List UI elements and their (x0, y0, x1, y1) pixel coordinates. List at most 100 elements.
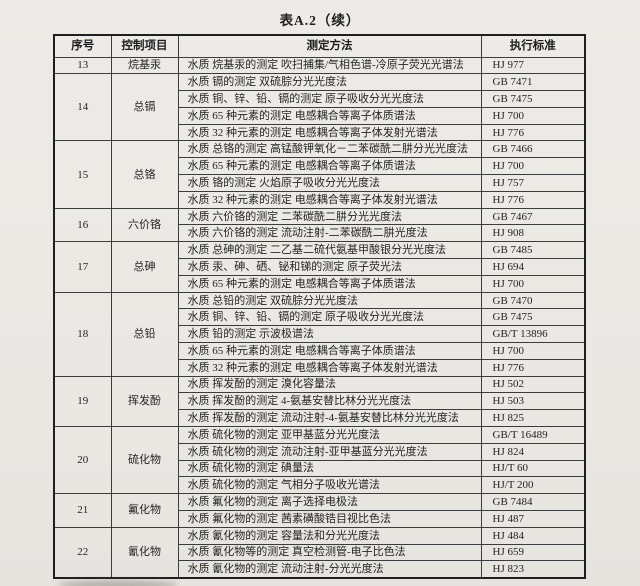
table-row: 水质 氰化物等的测定 真空检测管-电子比色法 HJ 659 (54, 543, 586, 562)
serial-cell: 13 (53, 56, 112, 75)
column-header-method: 测定方法 (177, 34, 482, 58)
table-row: 19 挥发酚 水质 挥发酚的测定 溴化容量法 HJ 502 (53, 375, 586, 428)
table-row: 18 总铅 水质 总铅的测定 双硫腙分光光度法 GB 7470 (53, 291, 586, 377)
method-cell: 水质 汞、砷、硒、铋和锑的测定 原子荧光法 (177, 258, 482, 276)
standard-cell: HJ 700 (480, 157, 586, 176)
standard-cell: HJ 659 (480, 543, 586, 562)
standard-cell: HJ 776 (480, 123, 586, 142)
standard-cell: HJ 823 (480, 560, 586, 579)
method-cell: 水质 六价铬的测定 流动注射-二苯碳酰二肼光度法 (177, 224, 482, 243)
standard-cell: GB/T 13896 (480, 325, 586, 344)
method-cell: 水质 32 种元素的测定 电感耦合等离子体发射光谱法 (177, 190, 482, 209)
serial-cell: 18 (53, 291, 112, 377)
method-cell: 水质 65 种元素的测定 电感耦合等离子体质谱法 (177, 106, 482, 125)
table-row: 水质 铬的测定 火焰原子吸收分光光度法 HJ 757 (54, 174, 586, 192)
standard-cell: HJ 776 (480, 358, 586, 377)
table-row: 15 总铬 水质 总铬的测定 高锰酸钾氧化－二苯碳酰二肼分光光度法 GB 7466 (53, 140, 586, 209)
control-item-cell: 烷基汞 (110, 56, 179, 75)
scan-smudge-artifact (58, 580, 178, 586)
standard-cell: GB 7475 (480, 90, 586, 108)
serial-cell: 20 (53, 426, 112, 495)
table-row: 水质 65 种元素的测定 电感耦合等离子体质谱法 HJ 700 (54, 274, 586, 293)
standard-cell: GB 7475 (480, 308, 586, 327)
method-cell: 水质 挥发酚的测定 流动注射-4-氨基安替比林分光光度法 (177, 409, 482, 428)
table-row: 水质 硫化物的测定 碘量法 HJ/T 60 (54, 459, 586, 478)
standard-cell: HJ 908 (480, 224, 586, 243)
standard-cell: GB 7467 (480, 207, 586, 226)
serial-cell: 15 (53, 140, 112, 209)
serial-cell: 19 (53, 375, 112, 428)
table-row: 22 氰化物 水质 氰化物的测定 容量法和分光光度法 HJ 484 (53, 526, 586, 579)
serial-cell: 14 (53, 73, 112, 142)
table-title: 表A.2（续） (279, 13, 361, 28)
standard-cell: HJ 825 (480, 409, 586, 428)
table-row: 水质 32 种元素的测定 电感耦合等离子体发射光谱法 HJ 776 (54, 190, 586, 209)
table-row: 水质 硫化物的测定 气相分子吸收光谱法 HJ/T 200 (54, 476, 586, 495)
table-row: 16 六价铬 水质 六价铬的测定 二苯碳酰二肼分光光度法 GB 7467 (53, 207, 586, 243)
table-row: 水质 氰化物的测定 流动注射-分光光度法 HJ 823 (54, 560, 586, 579)
table-row: 水质 挥发酚的测定 流动注射-4-氨基安替比林分光光度法 HJ 825 (54, 409, 586, 428)
method-cell: 水质 铬的测定 火焰原子吸收分光光度法 (177, 174, 482, 192)
table-header: 序号 控制项目 测定方法 执行标准 (53, 34, 586, 58)
standard-cell: HJ/T 200 (480, 476, 586, 495)
standard-cell: HJ 776 (480, 190, 586, 209)
method-cell: 水质 铅的测定 示波极谱法 (177, 325, 482, 344)
standard-cell: GB/T 16489 (480, 426, 586, 444)
standard-cell: HJ 694 (480, 258, 586, 276)
header-row: 序号 控制项目 测定方法 执行标准 (53, 34, 586, 58)
standard-cell: HJ 757 (480, 174, 586, 192)
standards-table: 序号 控制项目 测定方法 执行标准 13 烷基汞 水质 烷基汞的测定 吹扫捕集/气相… (53, 34, 586, 579)
serial-cell: 16 (53, 207, 112, 243)
serial-cell: 21 (53, 493, 112, 528)
standard-cell: HJ 502 (480, 375, 586, 394)
table-body: 13 烷基汞 水质 烷基汞的测定 吹扫捕集/气相色谱-冷原子荧光光谱法 HJ 977 1… (53, 56, 586, 579)
standard-cell: HJ 977 (480, 56, 586, 75)
method-cell: 水质 32 种元素的测定 电感耦合等离子体发射光谱法 (177, 358, 482, 377)
table-row: 水质 65 种元素的测定 电感耦合等离子体质谱法 HJ 700 (54, 157, 586, 176)
standard-cell: GB 7471 (480, 73, 586, 92)
method-cell: 水质 铜、锌、铅、镉的测定 原子吸收分光光度法 (177, 308, 482, 327)
method-cell: 水质 氰化物的测定 流动注射-分光光度法 (177, 560, 482, 579)
standard-cell: GB 7466 (480, 140, 586, 159)
method-cell: 水质 氰化物等的测定 真空检测管-电子比色法 (177, 543, 482, 562)
table-row: 13 烷基汞 水质 烷基汞的测定 吹扫捕集/气相色谱-冷原子荧光光谱法 HJ 977 (53, 56, 586, 75)
method-cell: 水质 65 种元素的测定 电感耦合等离子体质谱法 (177, 274, 482, 293)
method-cell: 水质 氟化物的测定 离子选择电极法 (177, 493, 482, 512)
column-header-standard: 执行标准 (480, 34, 586, 58)
standard-cell: GB 7470 (480, 291, 586, 310)
method-cell: 水质 六价铬的测定 二苯碳酰二肼分光光度法 (177, 207, 482, 226)
table-row: 20 硫化物 水质 硫化物的测定 亚甲基蓝分光光度法 GB/T 16489 (53, 426, 586, 495)
method-cell: 水质 硫化物的测定 亚甲基蓝分光光度法 (177, 426, 482, 444)
control-item-cell: 氰化物 (110, 526, 179, 579)
method-cell: 水质 65 种元素的测定 电感耦合等离子体质谱法 (177, 157, 482, 176)
method-cell: 水质 氰化物的测定 容量法和分光光度法 (177, 526, 482, 545)
standard-cell: HJ 700 (480, 342, 586, 360)
method-cell: 水质 硫化物的测定 流动注射-亚甲基蓝分光光度法 (177, 442, 482, 461)
table-row: 水质 硫化物的测定 流动注射-亚甲基蓝分光光度法 HJ 824 (54, 442, 586, 461)
standard-cell: GB 7485 (480, 241, 586, 260)
control-item-cell: 总砷 (110, 241, 179, 293)
control-item-cell: 六价铬 (110, 207, 179, 243)
standard-cell: HJ 484 (480, 526, 586, 545)
table-row: 14 总镉 水质 镉的测定 双硫腙分光光度法 GB 7471 (53, 73, 586, 142)
method-cell: 水质 镉的测定 双硫腙分光光度法 (177, 73, 482, 92)
table-row: 21 氟化物 水质 氟化物的测定 离子选择电极法 GB 7484 (53, 493, 586, 528)
method-cell: 水质 总铅的测定 双硫腙分光光度法 (177, 291, 482, 310)
standard-cell: HJ 700 (480, 274, 586, 293)
method-cell: 水质 烷基汞的测定 吹扫捕集/气相色谱-冷原子荧光光谱法 (177, 56, 482, 75)
method-cell: 水质 硫化物的测定 气相分子吸收光谱法 (177, 476, 482, 495)
standard-cell: HJ/T 60 (480, 459, 586, 478)
method-cell: 水质 总砷的测定 二乙基二硫代氨基甲酸银分光光度法 (177, 241, 482, 260)
serial-cell: 22 (53, 526, 112, 579)
table-row: 水质 铅的测定 示波极谱法 GB/T 13896 (54, 325, 586, 344)
table-row: 水质 65 种元素的测定 电感耦合等离子体质谱法 HJ 700 (54, 342, 586, 360)
method-cell: 水质 总铬的测定 高锰酸钾氧化－二苯碳酰二肼分光光度法 (177, 140, 482, 159)
control-item-cell: 总铅 (110, 291, 179, 377)
control-item-cell: 总铬 (110, 140, 179, 209)
control-item-cell: 总镉 (110, 73, 179, 142)
standard-cell: HJ 487 (480, 510, 586, 528)
standard-cell: HJ 700 (480, 106, 586, 125)
method-cell: 水质 挥发酚的测定 溴化容量法 (177, 375, 482, 394)
column-header-serial: 序号 (53, 34, 112, 58)
